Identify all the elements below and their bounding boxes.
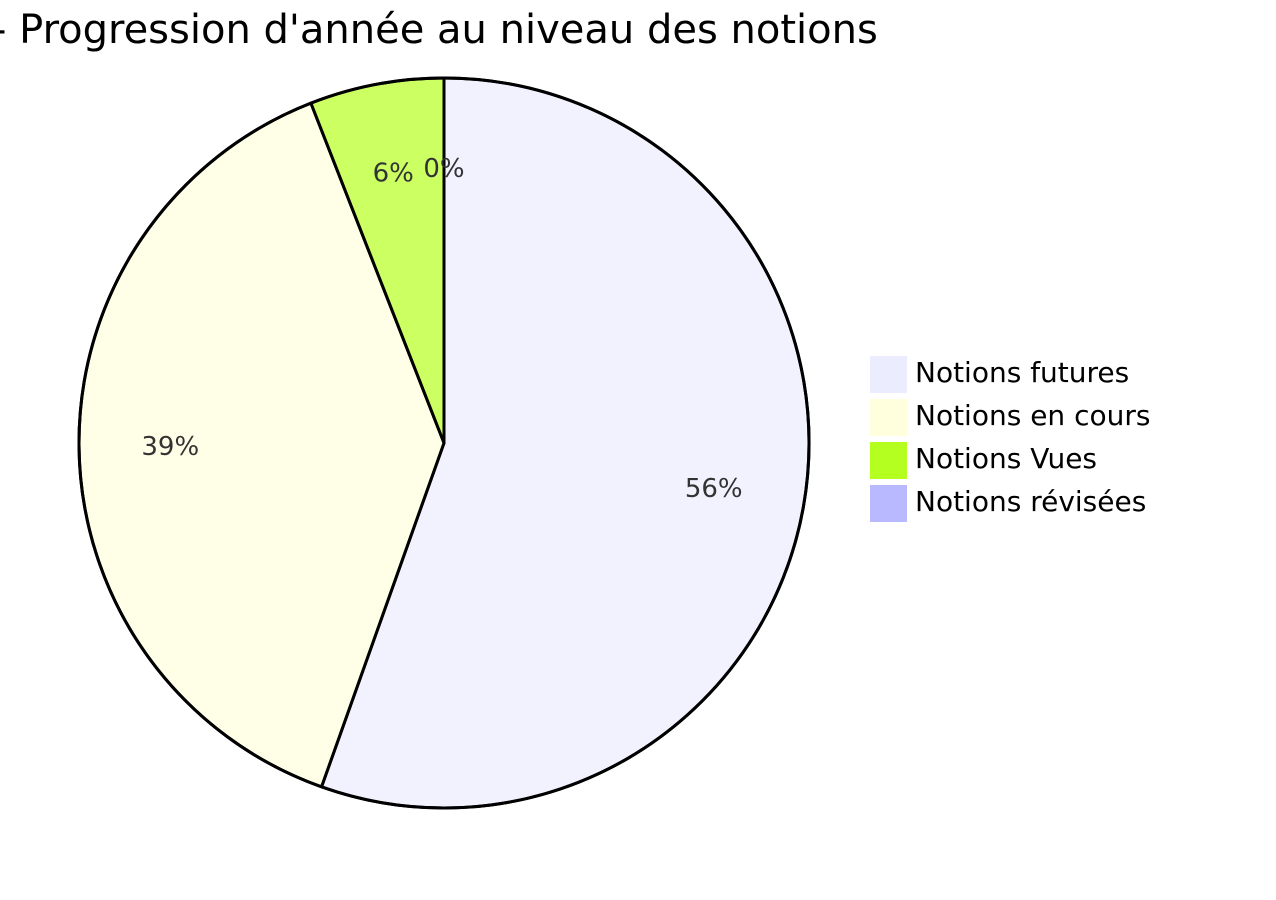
legend-label: Notions Vues	[915, 442, 1097, 475]
chart-title: - Progression d'année au niveau des noti…	[0, 7, 878, 53]
legend-label: Notions futures	[915, 356, 1129, 389]
legend-label: Notions en cours	[915, 399, 1150, 432]
legend-swatch	[870, 356, 907, 393]
slice-label: 56%	[685, 474, 743, 504]
legend-swatch	[870, 399, 907, 436]
slice-label: 39%	[141, 432, 199, 462]
legend-swatch	[870, 485, 907, 522]
pie-outline	[77, 76, 811, 810]
slice-label: 0%	[423, 154, 464, 184]
legend-swatch	[870, 442, 907, 479]
legend-label: Notions révisées	[915, 485, 1146, 518]
slice-label: 6%	[373, 159, 414, 189]
